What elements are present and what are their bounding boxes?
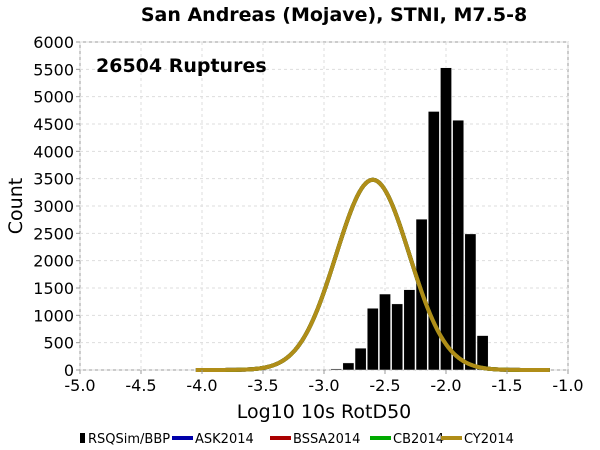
histogram-bar xyxy=(391,303,404,371)
histogram-bar xyxy=(403,289,416,371)
x-tick-label: -2.0 xyxy=(430,376,461,395)
histogram-bar xyxy=(366,307,379,371)
chart-title: San Andreas (Mojave), STNI, M7.5-8 xyxy=(141,4,527,26)
histogram-bar xyxy=(342,362,355,371)
histogram-bar xyxy=(379,293,391,371)
histogram-bar xyxy=(464,233,477,371)
x-tick-label: -2.5 xyxy=(369,376,400,395)
y-tick-label: 3000 xyxy=(33,197,74,216)
legend-label: CB2014 xyxy=(393,432,444,447)
histogram-bar xyxy=(427,111,440,371)
x-axis-label: Log10 10s RotD50 xyxy=(237,401,412,423)
x-tick-label: -4.5 xyxy=(125,376,156,395)
curve-cy2014 xyxy=(195,177,550,372)
x-tick-label: -4.0 xyxy=(186,376,217,395)
y-tick-label: 4000 xyxy=(33,142,74,161)
y-tick-label: 2000 xyxy=(33,252,74,271)
histogram-bar xyxy=(440,67,452,371)
y-axis-label: Count xyxy=(5,178,27,234)
legend-swatch xyxy=(80,433,85,443)
histogram-bar xyxy=(330,368,343,371)
histogram-bar xyxy=(476,335,489,371)
histogram-bar xyxy=(452,119,465,371)
y-tick-label: 5000 xyxy=(33,88,74,107)
y-tick-label: 6000 xyxy=(33,33,74,52)
x-tick-label: -1.0 xyxy=(552,376,583,395)
legend-label: CY2014 xyxy=(464,432,514,447)
histogram-bars xyxy=(330,67,489,371)
x-tick-label: -3.5 xyxy=(247,376,278,395)
y-tick-label: 500 xyxy=(43,334,74,353)
y-tick-label: 3500 xyxy=(33,170,74,189)
y-tick-label: 1500 xyxy=(33,279,74,298)
y-tick-label: 1000 xyxy=(33,306,74,325)
y-tick-label: 0 xyxy=(64,361,74,380)
x-tick-label: -3.0 xyxy=(308,376,339,395)
legend-label: BSSA2014 xyxy=(293,432,360,447)
x-tick-label: -5.0 xyxy=(64,376,95,395)
legend-label: RSQSim/BBP xyxy=(88,432,170,447)
gmpe-curves xyxy=(195,177,550,372)
y-tick-label: 4500 xyxy=(33,115,74,134)
histogram-bar xyxy=(354,347,367,371)
x-tick-label: -1.5 xyxy=(491,376,522,395)
y-tick-label: 5500 xyxy=(33,60,74,79)
ruptures-annotation: 26504 Ruptures xyxy=(96,55,267,77)
legend-label: ASK2014 xyxy=(195,432,254,447)
x-axis-ticks: -5.0 -4.5 -4.0 -3.5 -3.0 -2.5 -2.0 -1.5 -1.0 xyxy=(64,370,584,395)
legend: RSQSim/BBP ASK2014 BSSA2014 CB2014 CY2014 xyxy=(80,432,514,447)
y-tick-label: 2500 xyxy=(33,224,74,243)
y-axis-ticks: 0 500 1000 1500 2000 2500 3000 3500 4000 4500 5000… xyxy=(33,33,80,380)
